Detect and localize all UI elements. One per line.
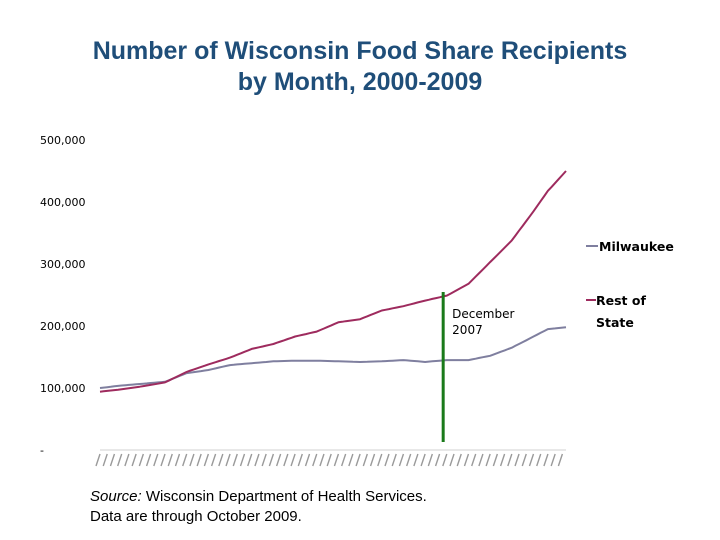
x-tick-mark [196, 453, 202, 467]
x-tick-mark [550, 453, 556, 467]
x-tick-mark [153, 453, 159, 467]
x-tick-mark [391, 453, 397, 467]
x-tick-mark [138, 453, 145, 467]
x-tick-mark [312, 453, 318, 467]
x-tick-mark [507, 453, 513, 467]
x-tick-mark [117, 453, 123, 467]
x-tick-mark [109, 453, 116, 467]
x-tick-mark [449, 453, 455, 467]
x-tick-mark [319, 453, 325, 467]
legend-label-rest-of-state: Rest of [596, 293, 646, 308]
y-tick-label: 300,000 [40, 258, 86, 271]
annotation-label: December [452, 307, 514, 321]
annotation-label: 2007 [452, 323, 483, 337]
x-tick-mark [398, 453, 405, 467]
y-tick-label: 500,000 [40, 134, 86, 147]
x-tick-mark [557, 453, 564, 467]
y-tick-label: - [40, 444, 44, 457]
x-tick-mark [492, 453, 499, 467]
x-tick-mark [471, 453, 477, 467]
x-tick-mark [290, 453, 296, 467]
x-tick-mark [232, 453, 238, 467]
x-tick-mark [543, 453, 549, 467]
x-tick-mark [442, 453, 448, 467]
x-tick-mark [210, 453, 217, 467]
x-tick-mark [514, 453, 520, 467]
source-line2: Data are through October 2009. [90, 508, 302, 525]
x-tick-mark [478, 453, 484, 467]
y-tick-label: 100,000 [40, 382, 86, 395]
x-tick-mark [463, 453, 470, 467]
source-label: Source: [90, 488, 142, 505]
x-tick-mark [254, 453, 260, 467]
x-tick-mark [427, 453, 434, 467]
x-tick-mark [275, 453, 282, 467]
x-tick-mark [189, 453, 195, 467]
x-tick-mark [124, 453, 130, 467]
x-tick-mark [333, 453, 340, 467]
chart-title: Number of Wisconsin Food Share Recipient… [0, 36, 720, 98]
x-tick-mark [406, 453, 412, 467]
chart-title-line1: Number of Wisconsin Food Share Recipient… [92, 37, 628, 65]
x-tick-mark [434, 453, 441, 467]
x-tick-mark [247, 453, 253, 467]
x-tick-mark [225, 453, 231, 467]
x-tick-mark [499, 453, 506, 467]
x-tick-mark [304, 453, 311, 467]
x-tick-mark [167, 453, 173, 467]
x-tick-mark [420, 453, 426, 467]
x-tick-mark [377, 453, 383, 467]
x-tick-mark [203, 453, 210, 467]
x-tick-mark [413, 453, 419, 467]
x-tick-mark [182, 453, 188, 467]
x-tick-mark [131, 453, 137, 467]
y-tick-label: 200,000 [40, 320, 86, 333]
x-tick-mark [326, 453, 332, 467]
legend-label-milwaukee: Milwaukee [599, 239, 674, 254]
source-text: Wisconsin Department of Health Services. [141, 488, 427, 505]
x-tick-mark [485, 453, 491, 467]
chart-title-line2: by Month, 2000-2009 [237, 68, 483, 96]
x-tick-mark [348, 453, 354, 467]
x-tick-mark [528, 453, 535, 467]
x-tick-mark [239, 453, 246, 467]
x-tick-mark [456, 453, 462, 467]
x-tick-mark [297, 453, 303, 467]
x-tick-mark [218, 453, 224, 467]
x-tick-mark [384, 453, 390, 467]
x-tick-mark [95, 453, 101, 467]
x-tick-mark [102, 453, 108, 467]
x-tick-mark [521, 453, 527, 467]
x-tick-mark [268, 453, 275, 467]
series-line-rest-of-state [99, 170, 567, 393]
x-tick-mark [355, 453, 361, 467]
legend-label-rest-of-state: State [596, 315, 634, 330]
x-tick-mark [160, 453, 166, 467]
x-tick-mark [362, 453, 368, 467]
y-tick-label: 400,000 [40, 196, 86, 209]
series-line-milwaukee [99, 326, 567, 389]
x-tick-mark [369, 453, 376, 467]
source-note: Source: Wisconsin Department of Health S… [90, 487, 427, 527]
x-tick-mark [145, 453, 152, 467]
x-tick-mark [283, 453, 289, 467]
x-tick-mark [340, 453, 347, 467]
x-tick-mark [536, 453, 542, 467]
x-tick-mark [261, 453, 267, 467]
x-tick-mark [174, 453, 181, 467]
